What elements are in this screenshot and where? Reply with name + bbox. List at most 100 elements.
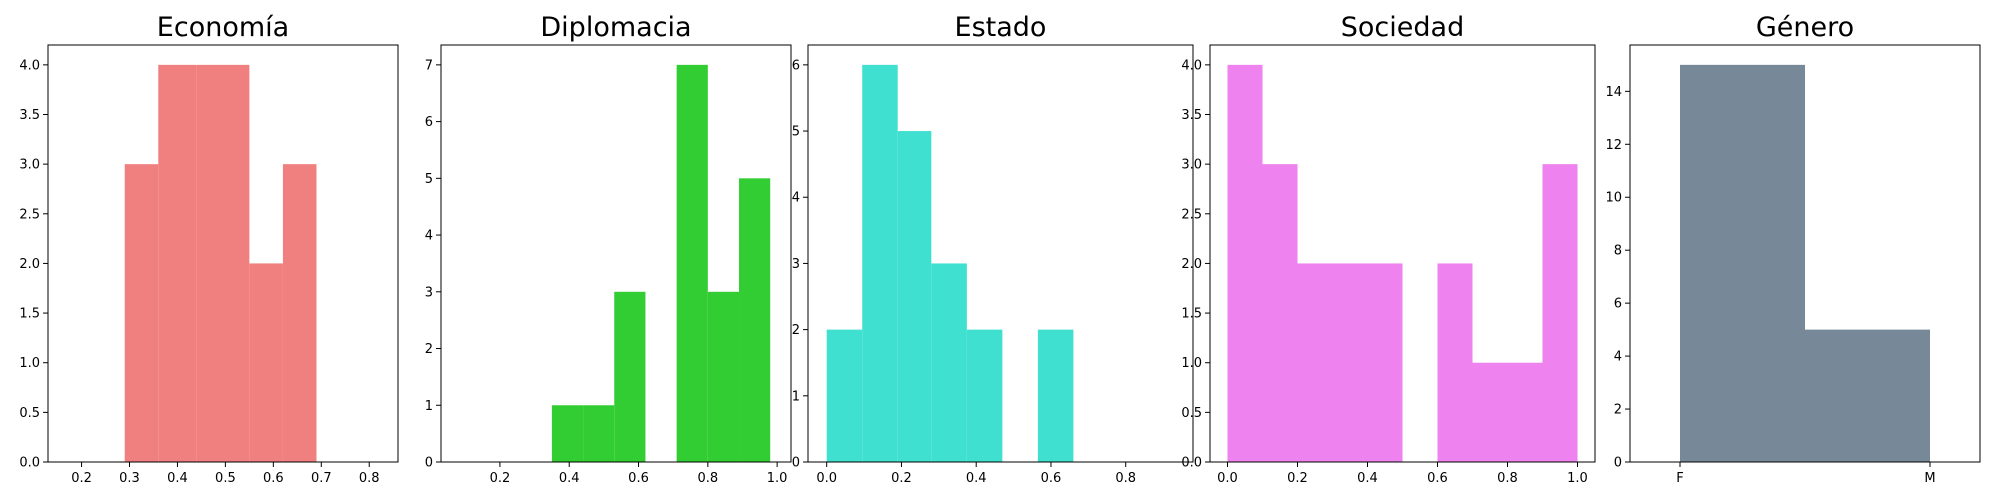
y-tick-label: 1 (425, 399, 433, 414)
panel-4: Género 0 2 4 6 8 10 12 14 F M (1605, 12, 1981, 486)
y-tick-label: 5 (425, 172, 433, 187)
y-tick-label: 4 (425, 229, 433, 244)
y-tick-label: 5 (792, 125, 800, 140)
y-tick-label: 6 (425, 115, 433, 130)
axes-frame (807, 44, 1194, 463)
bar (158, 64, 197, 462)
axes-frame (440, 44, 792, 463)
bar (897, 131, 932, 463)
y-tick-label: 1.0 (19, 356, 40, 371)
panel-title: Diplomacia (540, 12, 691, 43)
y-tick-label: 12 (1605, 138, 1622, 153)
x-tick-label: 0.6 (628, 471, 649, 486)
panel-title: Sociedad (1341, 12, 1464, 43)
bar (862, 64, 898, 462)
x-tick-label: 0.2 (490, 471, 511, 486)
y-tick-label: 0 (792, 456, 800, 471)
x-tick-label: 0.0 (1217, 471, 1238, 486)
x-tick-label: 0.6 (263, 471, 284, 486)
y-tick-label: 0.5 (19, 406, 40, 421)
bar (614, 291, 646, 462)
x-tick-label: 0.8 (697, 471, 718, 486)
bar (1437, 263, 1473, 462)
bar (826, 329, 863, 462)
y-tick-label: 1.5 (19, 307, 40, 322)
x-tick-label: 0.2 (891, 471, 912, 486)
x-tick-label: F (1676, 471, 1683, 486)
y-tick-label: 6 (1614, 297, 1622, 312)
bar (1037, 329, 1074, 462)
y-tick-label: 0.0 (1181, 456, 1202, 471)
bar (966, 329, 1003, 462)
x-tick-label: 0.7 (311, 471, 332, 486)
y-tick-label: 4.0 (19, 58, 40, 73)
x-tick-label: 0.8 (1115, 471, 1136, 486)
panel-title: Género (1756, 12, 1854, 43)
y-tick-label: 1.5 (1181, 307, 1202, 322)
x-tick-label: 0.4 (559, 471, 580, 486)
bar (196, 64, 250, 462)
y-tick-label: 2 (1614, 403, 1622, 418)
y-tick-label: 0 (1614, 456, 1622, 471)
x-tick-label: 0.0 (816, 471, 837, 486)
y-tick-label: 4 (792, 191, 800, 206)
bar (583, 405, 615, 462)
x-tick-label: 0.8 (359, 471, 380, 486)
y-tick-label: 7 (425, 58, 433, 73)
bar (124, 164, 159, 462)
y-tick-label: 10 (1605, 191, 1622, 206)
x-tick-label: 0.4 (1357, 471, 1378, 486)
x-tick-label: 0.4 (966, 471, 987, 486)
y-tick-label: 3 (792, 257, 800, 272)
bar (1262, 164, 1298, 462)
y-tick-label: 3.5 (1181, 108, 1202, 123)
y-tick-label: 2 (792, 323, 800, 338)
y-tick-label: 2.0 (1181, 257, 1202, 272)
x-tick-label: 0.4 (167, 471, 188, 486)
bar (931, 263, 967, 462)
bar (1472, 362, 1508, 462)
panel-0: Economía 0.0 0.5 1.0 1.5 2.0 2.5 3.0 3.5 4.0 0.2 0.… (19, 12, 399, 486)
y-tick-label: 2.5 (1181, 207, 1202, 222)
y-tick-label: 6 (792, 58, 800, 73)
panel-title: Estado (955, 12, 1047, 43)
x-tick-label: 0.6 (1041, 471, 1062, 486)
panel-3: Sociedad 0.0 0.5 1.0 1.5 2.0 2.5 3.0 3.5 4.0 0.0 0.… (1181, 12, 1596, 486)
y-tick-label: 14 (1605, 85, 1622, 100)
x-tick-label: 1.0 (767, 471, 788, 486)
bar (551, 405, 584, 462)
bar (1805, 329, 1930, 462)
bar (1507, 362, 1543, 462)
axes-frame (47, 44, 399, 463)
x-tick-label: 0.8 (1497, 471, 1518, 486)
bar (1680, 64, 1805, 462)
y-tick-label: 1.0 (1181, 356, 1202, 371)
y-tick-label: 3 (425, 285, 433, 300)
x-tick-label: M (1924, 471, 1935, 486)
bar (1297, 263, 1333, 462)
x-tick-label: 0.2 (71, 471, 92, 486)
bar (676, 64, 708, 462)
bar (1542, 164, 1578, 462)
bar (249, 263, 283, 462)
bar (739, 178, 771, 462)
panel-title: Economía (157, 12, 289, 43)
bar (1332, 263, 1368, 462)
y-tick-label: 8 (1614, 244, 1622, 259)
panel-2: Estado 0 1 2 3 4 5 6 0.0 0.2 0.4 0.6 0.8 (792, 12, 1194, 486)
y-tick-label: 3.0 (19, 158, 40, 173)
axes-frame (1209, 44, 1596, 463)
y-tick-label: 3.5 (19, 108, 40, 123)
bar (282, 164, 317, 462)
y-tick-label: 0.0 (19, 456, 40, 471)
bar (1227, 64, 1263, 462)
y-tick-label: 2.5 (19, 207, 40, 222)
y-tick-label: 4 (1614, 350, 1622, 365)
axes-frame (1629, 44, 1981, 463)
y-tick-label: 1 (792, 389, 800, 404)
x-tick-label: 0.3 (119, 471, 140, 486)
y-tick-label: 0.5 (1181, 406, 1202, 421)
bar (1367, 263, 1403, 462)
panel-1: Diplomacia 0 1 2 3 4 5 6 7 0.2 0.4 0.6 0.8 1.0 (425, 12, 792, 486)
